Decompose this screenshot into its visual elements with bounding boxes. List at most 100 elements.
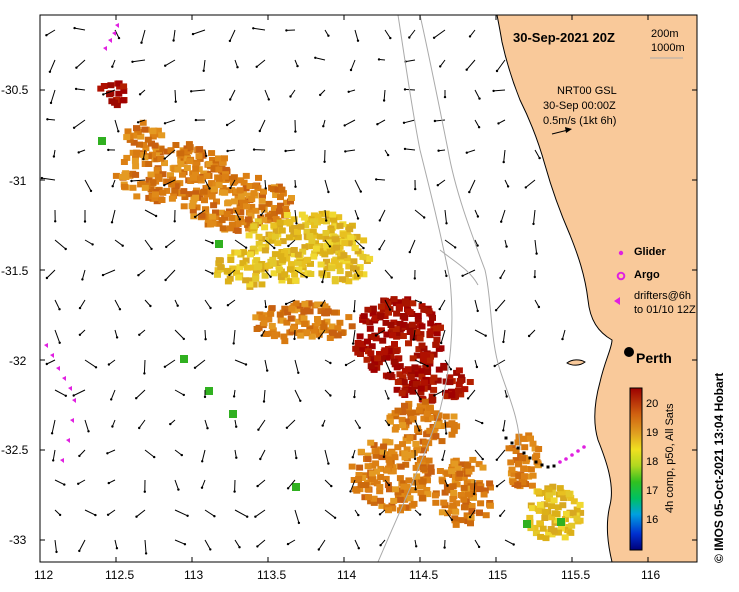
current-arrow: [74, 27, 86, 31]
sst-pixel: [273, 260, 281, 267]
current-arrow-head: [359, 190, 362, 193]
sst-pixel: [366, 325, 374, 332]
sst-pixel: [554, 504, 562, 511]
sst-pixel: [141, 154, 149, 161]
glider-point: [528, 456, 532, 460]
sst-pixel: [519, 455, 526, 462]
current-arrow: [324, 479, 332, 487]
sst-pixel: [421, 398, 429, 405]
sst-pixel: [568, 522, 576, 529]
current-arrow: [194, 359, 206, 369]
sst-pixel: [283, 255, 291, 262]
sst-pixel: [190, 196, 198, 203]
sst-pixel: [271, 233, 279, 240]
current-arrow-head: [344, 363, 348, 367]
sst-pixel: [368, 470, 376, 477]
current-arrow-head: [164, 64, 167, 67]
sst-pixel: [396, 475, 404, 482]
current-arrow-head: [140, 41, 143, 44]
current-arrow-head: [472, 492, 476, 496]
sst-pixel: [367, 334, 375, 340]
current-arrow: [324, 389, 331, 396]
current-arrow-head: [432, 36, 436, 39]
current-arrow: [135, 389, 146, 399]
sst-pixel: [281, 305, 289, 312]
current-arrow-head: [266, 369, 269, 372]
sst-pixel: [177, 150, 185, 157]
sst-pixel: [141, 126, 149, 133]
sst-pixel: [392, 326, 400, 333]
sst-pixel: [360, 237, 368, 244]
sst-pixel: [155, 173, 162, 180]
sst-pixel: [385, 309, 392, 316]
current-arrow: [229, 89, 236, 100]
x-tick-113: 113: [184, 568, 204, 582]
sst-pixel: [512, 448, 520, 454]
sst-pixel: [272, 216, 280, 223]
sst-pixel: [423, 487, 431, 493]
sst-pixel: [276, 223, 283, 230]
sst-pixel: [505, 445, 513, 452]
current-arrow-head: [150, 247, 153, 251]
current-arrow: [444, 419, 447, 434]
current-arrow-head: [257, 428, 260, 431]
sst-pixel: [364, 338, 371, 345]
current-arrow-head: [466, 397, 470, 400]
current-arrow-head: [297, 371, 300, 374]
sst-pixel: [417, 489, 425, 496]
current-arrow-head: [527, 334, 531, 338]
sst-pixel: [190, 174, 197, 181]
sst-pixel: [389, 468, 397, 475]
sst-pixel: [322, 235, 330, 242]
sst-pixel: [148, 140, 155, 147]
sst-pixel: [210, 202, 218, 209]
sst-pixel: [269, 256, 277, 263]
current-arrow-head: [107, 148, 110, 152]
current-arrow-head: [333, 516, 337, 519]
sst-pixel: [442, 389, 449, 396]
current-arrow-head: [131, 60, 134, 63]
sst-pixel: [318, 270, 326, 277]
sst-pixel: [359, 253, 367, 260]
current-arrow-head: [87, 430, 90, 433]
sst-pixel: [227, 257, 235, 263]
drifter-point: [62, 376, 66, 381]
sst-pixel: [528, 505, 536, 512]
axis-ticks: [39, 15, 697, 562]
sst-pixel: [120, 83, 128, 90]
current-arrow: [54, 299, 60, 310]
current-arrow-head: [255, 65, 258, 69]
current-arrow-head: [437, 149, 440, 152]
sst-pixel: [280, 219, 288, 226]
current-arrow-head: [163, 157, 166, 160]
sst-pixel: [432, 433, 440, 440]
current-arrow-head: [349, 490, 352, 493]
sst-pixel: [456, 378, 464, 384]
current-arrow: [321, 269, 326, 283]
current-arrow: [164, 59, 176, 67]
current-arrow-head: [445, 222, 448, 225]
current-arrow-head: [349, 68, 353, 72]
current-arrow: [51, 419, 56, 434]
current-arrow-head: [403, 147, 407, 151]
current-arrow-head: [117, 36, 121, 40]
current-arrow-head: [408, 36, 411, 39]
sst-pixel: [151, 131, 159, 138]
sst-pixel: [576, 501, 584, 508]
contour-1000m: [377, 14, 453, 563]
current-arrow-head: [58, 341, 61, 344]
sst-pixel: [236, 187, 244, 194]
current-arrow: [103, 89, 116, 95]
sst-pixel: [410, 487, 418, 494]
current-arrow-head: [226, 304, 230, 307]
drifter-point: [70, 418, 74, 423]
sst-pixel: [532, 530, 540, 537]
sst-pixel: [318, 210, 326, 217]
sst-pixel: [204, 185, 212, 192]
perth-marker: [624, 347, 634, 357]
sst-pixel: [429, 396, 437, 403]
current-arrow-head: [209, 548, 212, 551]
current-arrow-head: [136, 121, 140, 124]
current-arrow-head: [78, 454, 81, 458]
sst-pixel: [567, 529, 575, 536]
